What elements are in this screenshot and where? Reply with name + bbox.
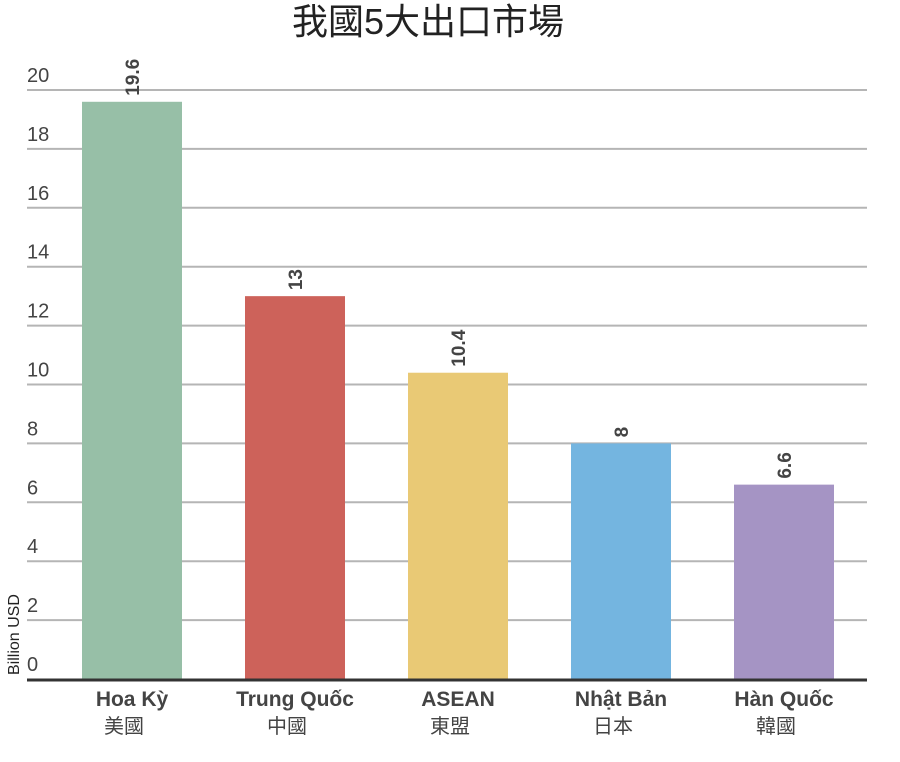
x-tick-label: ASEAN [421,688,495,711]
x-tick-sublabel: 東盟 [430,715,470,738]
bar-value-label: 8 [612,427,633,438]
bar [571,443,671,679]
y-tick-label: 6 [27,477,38,499]
y-tick-label: 20 [27,65,49,87]
x-tick-sublabel: 日本 [593,715,633,738]
y-tick-label: 2 [27,595,38,617]
y-tick-label: 4 [27,536,38,558]
x-tick-sublabel: 中國 [267,715,307,738]
y-tick-label: 0 [27,654,38,676]
bar-value-label: 6.6 [775,452,796,478]
bar [408,372,508,679]
y-tick-label: 10 [27,360,49,382]
y-tick-label: 16 [27,183,49,205]
y-tick-label: 12 [27,301,49,323]
x-tick-label: Nhật Bản [575,688,667,711]
bar-value-label: 10.4 [449,329,470,366]
x-tick-sublabel: 韓國 [756,715,796,738]
chart-title: 我國5大出口市場 [292,1,564,42]
x-tick-sublabel: 美國 [104,715,144,738]
bar-value-label: 13 [286,269,307,290]
bar [245,296,345,679]
y-tick-label: 8 [27,418,38,440]
bar-value-label: 19.6 [123,59,144,96]
y-axis-label: Billion USD [6,594,23,675]
bar [82,101,182,679]
bar [734,484,834,679]
x-tick-label: Trung Quốc [236,688,354,711]
x-tick-label: Hàn Quốc [734,688,833,711]
y-tick-label: 14 [27,242,49,264]
y-tick-label: 18 [27,124,49,146]
x-tick-label: Hoa Kỳ [96,688,169,711]
